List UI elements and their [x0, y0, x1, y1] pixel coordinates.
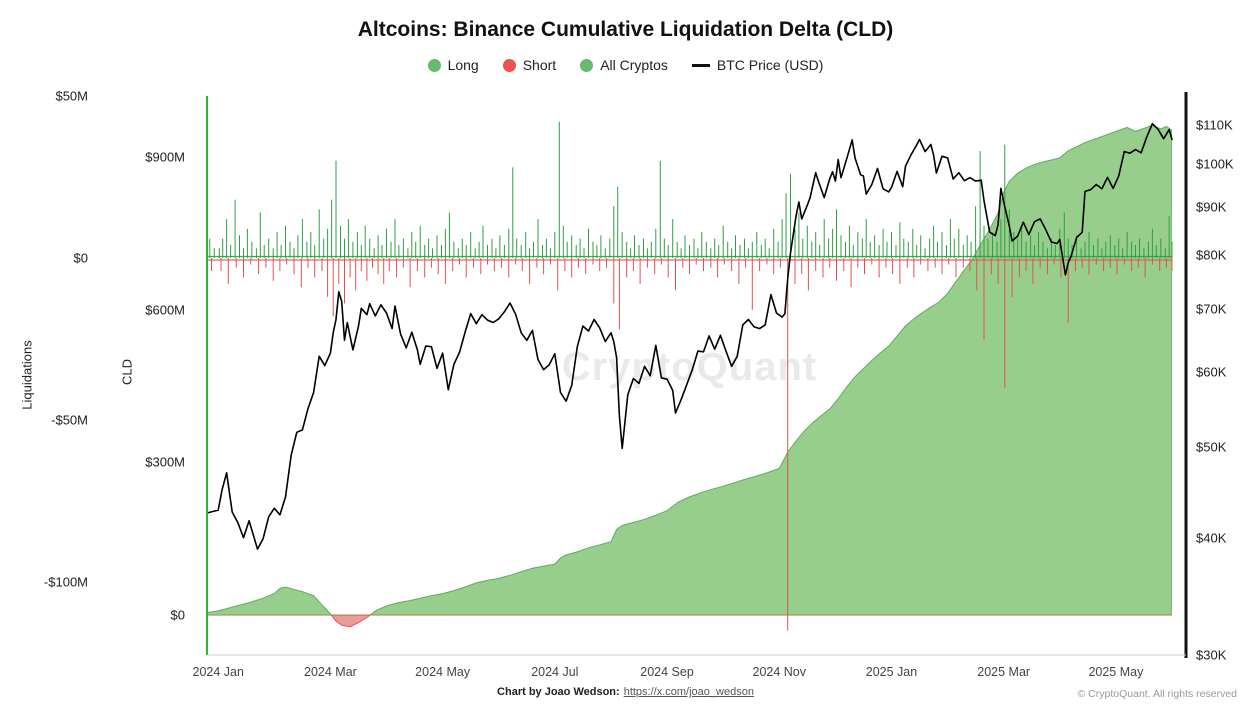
chart-legend: Long Short All Cryptos BTC Price (USD): [0, 57, 1251, 73]
legend-label-btc-price: BTC Price (USD): [716, 57, 824, 73]
short-dot-icon: [502, 58, 516, 72]
chart-footer: Chart by Joao Wedson: https://x.com/joao_…: [0, 686, 1251, 698]
x-tick-label: 2025 Mar: [977, 665, 1031, 679]
legend-item-long[interactable]: Long: [427, 57, 479, 73]
x-tick-label: 2024 May: [415, 665, 471, 679]
credit-text: Chart by Joao Wedson:: [497, 686, 620, 698]
btc-tick-label: $110K: [1196, 117, 1233, 133]
btc-tick-label: $50K: [1196, 439, 1227, 455]
liq-tick-label: $0: [73, 250, 88, 266]
watermark: CryptoQuant: [561, 345, 818, 389]
cld-tick-label: $900M: [145, 149, 185, 165]
legend-item-short[interactable]: Short: [502, 57, 557, 73]
btc-tick-label: $70K: [1196, 301, 1227, 317]
btc-tick-label: $80K: [1196, 247, 1227, 263]
btc-tick-label: $40K: [1196, 530, 1227, 546]
x-tick-label: 2025 May: [1088, 665, 1144, 679]
btc-tick-label: $100K: [1196, 156, 1234, 172]
x-tick-label: 2024 Mar: [304, 665, 357, 679]
cld-tick-label: $300M: [145, 454, 185, 470]
axis-label-cld: CLD: [119, 358, 135, 386]
legend-item-btc-price[interactable]: BTC Price (USD): [691, 57, 824, 73]
credit-link[interactable]: https://x.com/joao_wedson: [623, 686, 754, 698]
btc-tick-label: $60K: [1196, 364, 1227, 380]
cld-tick-label: $600M: [145, 302, 185, 318]
legend-label-short: Short: [522, 57, 557, 73]
copyright-text: © CryptoQuant. All rights reserved: [1077, 688, 1237, 700]
liq-tick-label: $50M: [55, 88, 88, 104]
long-dot-icon: [427, 58, 441, 72]
all-cryptos-dot-icon: [580, 58, 594, 72]
x-tick-label: 2024 Nov: [752, 665, 807, 679]
axis-label-liquidations: Liquidations: [19, 340, 35, 410]
liq-tick-label: -$50M: [51, 412, 88, 428]
x-tick-label: 2024 Sep: [640, 665, 694, 679]
cld-tick-label: $0: [170, 607, 185, 623]
x-tick-label: 2024 Jan: [192, 665, 244, 679]
legend-label-all-cryptos: All Cryptos: [600, 57, 668, 73]
legend-label-long: Long: [447, 57, 479, 73]
btc-tick-label: $90K: [1196, 199, 1227, 215]
liq-tick-label: -$100M: [43, 574, 88, 590]
btc-tick-label: $30K: [1196, 647, 1227, 663]
x-tick-label: 2025 Jan: [865, 665, 918, 679]
x-tick-label: 2024 Jul: [531, 665, 579, 679]
legend-item-all-cryptos[interactable]: All Cryptos: [580, 57, 668, 73]
chart-title: Altcoins: Binance Cumulative Liquidation…: [357, 18, 894, 41]
btc-line-icon: [691, 63, 710, 67]
